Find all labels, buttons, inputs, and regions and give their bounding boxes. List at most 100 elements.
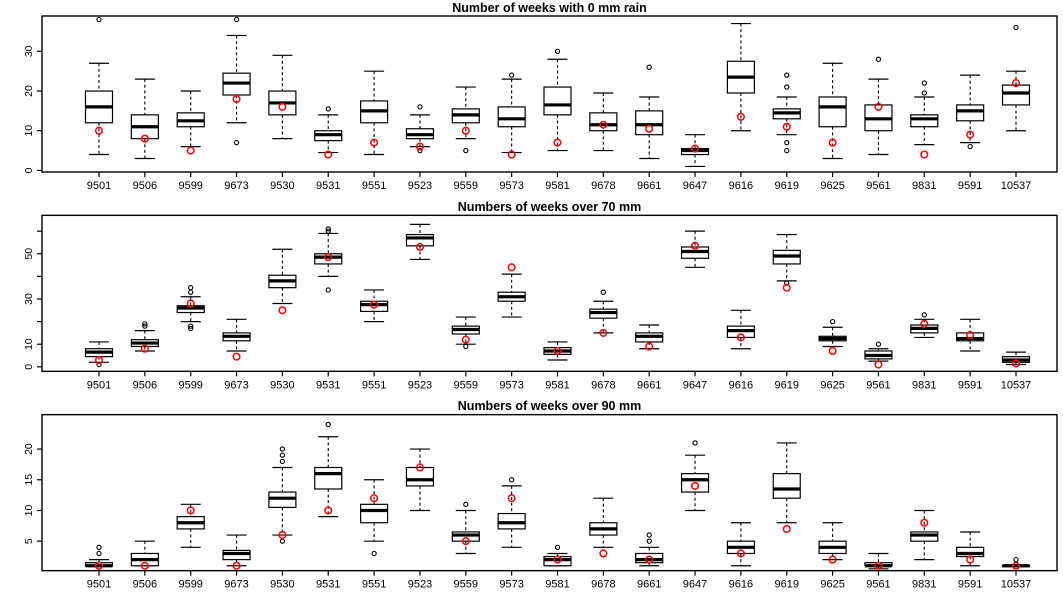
panel-title-70mm: Numbers of weeks over 70 mm <box>457 200 642 214</box>
box-group-9530: 9530 <box>268 248 297 391</box>
x-axis-category-label: 9530 <box>270 579 294 591</box>
box-group-9523: 9523 <box>405 104 435 192</box>
outlier-point <box>508 72 515 78</box>
x-axis-category-label: 10537 <box>1001 379 1032 391</box>
observed-marker <box>1011 79 1021 88</box>
iqr-box <box>405 233 435 247</box>
observed-marker <box>966 130 975 139</box>
outlier-point <box>967 143 973 150</box>
box-group-9625: 9625 <box>818 522 847 591</box>
x-axis-category-label: 9673 <box>224 579 248 591</box>
box-group-9530: 9530 <box>268 54 297 192</box>
observed-marker <box>599 328 608 337</box>
x-axis-category-label: 9561 <box>866 579 890 591</box>
box-group-9561: 9561 <box>864 341 893 391</box>
outlier-point <box>784 139 790 146</box>
x-axis-category-label: 9551 <box>362 180 386 192</box>
x-axis-category-label: 9573 <box>499 379 523 391</box>
x-axis-category-label: 9530 <box>270 379 294 391</box>
x-axis-category-label: 9531 <box>316 180 340 192</box>
box-group-9616: 9616 <box>726 522 756 591</box>
x-axis-category-label: 9616 <box>729 579 753 591</box>
box-group-9501: 9501 <box>84 341 114 391</box>
outlier-point <box>646 538 652 544</box>
outlier-point <box>96 16 102 23</box>
observed-marker <box>94 355 104 365</box>
box-group-9591: 9591 <box>956 74 985 192</box>
x-axis-category-label: 9678 <box>591 579 615 591</box>
observed-marker <box>507 494 516 503</box>
observed-marker <box>461 335 470 344</box>
observed-marker <box>461 537 470 546</box>
x-axis-category-label: 9501 <box>87 379 111 391</box>
box-group-9573: 9573 <box>497 477 526 591</box>
box-group-9591: 9591 <box>956 318 985 391</box>
x-axis-category-label: 9661 <box>637 579 661 591</box>
y-axis-tick-label: 0 <box>23 364 35 370</box>
box-group-9619: 9619 <box>772 72 801 192</box>
box-group-9647: 9647 <box>680 440 710 591</box>
x-axis-category-label: 9647 <box>683 579 707 591</box>
x-axis-category-label: 9573 <box>499 579 523 591</box>
plot-frame <box>41 15 1058 173</box>
outlier-point <box>142 321 148 327</box>
box-group-9573: 9573 <box>497 72 526 192</box>
x-axis-category-label: 9661 <box>637 379 661 391</box>
observed-marker <box>507 150 516 159</box>
box-group-9531: 9531 <box>314 106 343 192</box>
observed-marker <box>782 524 791 533</box>
observed-marker <box>874 102 883 111</box>
x-axis-category-label: 9619 <box>775 579 799 591</box>
box-group-9530: 9530 <box>268 446 297 591</box>
outlier-point <box>829 318 836 325</box>
x-axis-category-label: 9616 <box>729 180 753 192</box>
observed-marker <box>1011 359 1021 368</box>
observed-marker <box>966 331 975 340</box>
box-group-9831: 9831 <box>910 312 939 391</box>
outlier-point <box>921 312 927 318</box>
observed-marker <box>645 342 654 351</box>
observed-marker <box>645 555 654 564</box>
x-axis-category-label: 9531 <box>316 379 340 391</box>
outlier-point <box>188 325 194 332</box>
iqr-box <box>818 96 847 128</box>
x-axis-category-label: 9561 <box>866 379 890 391</box>
plot-frame <box>41 413 1058 572</box>
outlier-point <box>325 421 331 428</box>
observed-marker <box>278 530 287 540</box>
outlier-point <box>1013 24 1019 31</box>
x-axis-category-label: 10537 <box>1001 180 1032 192</box>
x-axis-category-label: 9619 <box>775 180 799 192</box>
observed-marker <box>553 555 562 564</box>
outlier-point <box>508 477 515 483</box>
observed-marker <box>140 561 149 570</box>
x-axis-category-label: 9501 <box>87 180 111 192</box>
iqr-box <box>360 300 389 313</box>
outlier-point <box>417 147 423 154</box>
observed-marker <box>94 126 104 135</box>
observed-marker <box>186 146 195 155</box>
box-group-9551: 9551 <box>360 289 389 391</box>
box-group-9673: 9673 <box>222 318 251 391</box>
panel-2: 5 10 15 20 9501 9506 9599 9673 9530 9531 9551 9523 9… <box>23 413 1058 591</box>
y-axis-tick-label: 50 <box>23 248 35 260</box>
outlier-point <box>692 440 698 446</box>
box-group-9581: 9581 <box>543 341 572 391</box>
box-group-9581: 9581 <box>543 544 572 591</box>
observed-marker <box>828 138 837 147</box>
observed-marker <box>599 120 608 129</box>
box-group-9673: 9673 <box>222 16 251 192</box>
iqr-box <box>772 473 801 499</box>
observed-marker <box>186 506 195 515</box>
plot-frame <box>41 214 1058 373</box>
box-group-10537: 10537 <box>1001 556 1031 591</box>
box-group-9673: 9673 <box>222 534 251 591</box>
x-axis-category-label: 9581 <box>545 379 569 391</box>
box-group-9619: 9619 <box>772 442 801 591</box>
box-group-9625: 9625 <box>818 62 847 192</box>
outlier-point <box>646 532 652 538</box>
x-axis-category-label: 9625 <box>820 579 844 591</box>
x-axis-category-label: 9523 <box>408 379 432 391</box>
observed-marker <box>370 300 379 309</box>
